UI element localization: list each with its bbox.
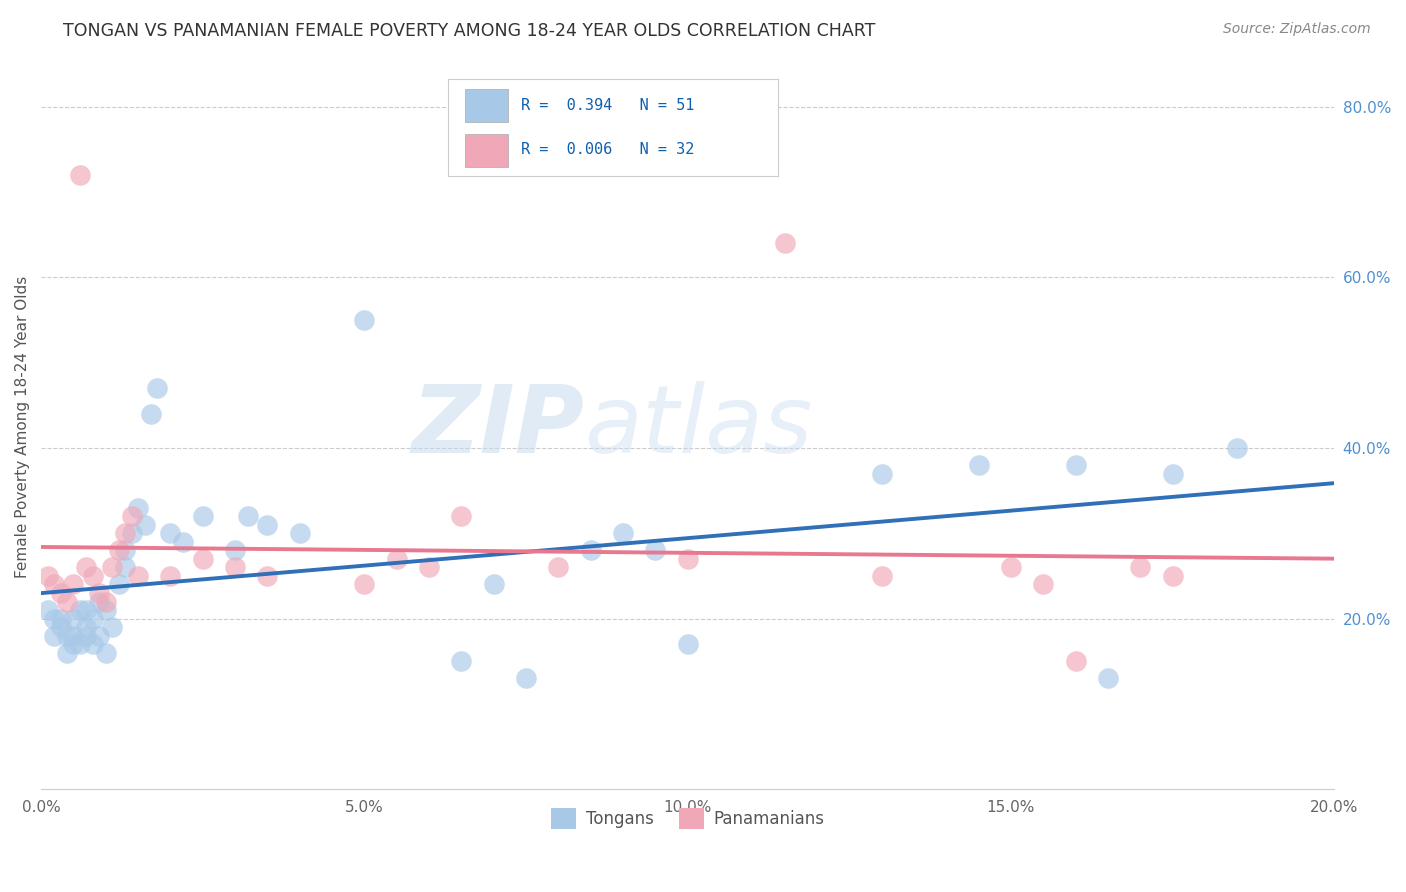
Point [75, 629, 97, 643]
Point [353, 577, 375, 591]
Point [288, 526, 311, 541]
Legend: Tongans, Panamanians: Tongans, Panamanians [544, 802, 831, 835]
Point [94, 594, 117, 608]
Point [82, 569, 104, 583]
Point [450, 654, 472, 668]
Point [56, 646, 79, 660]
Point [49, 586, 72, 600]
Point [107, 543, 129, 558]
Point [82, 637, 104, 651]
Point [42, 577, 65, 591]
Point [121, 526, 143, 541]
Point [42, 611, 65, 625]
Point [62, 637, 84, 651]
Point [1129, 560, 1152, 574]
Point [159, 526, 181, 541]
Point [49, 620, 72, 634]
Point [644, 543, 666, 558]
Point [1000, 560, 1022, 574]
Point [579, 543, 602, 558]
Point [1161, 569, 1184, 583]
Point [159, 569, 181, 583]
Point [870, 467, 893, 481]
Point [75, 560, 97, 574]
Point [967, 458, 990, 472]
Point [89, 594, 111, 608]
Point [37, 603, 59, 617]
Point [82, 611, 104, 625]
Point [191, 509, 214, 524]
Point [101, 560, 124, 574]
Point [1161, 467, 1184, 481]
Point [37, 569, 59, 583]
Text: ZIP: ZIP [412, 381, 585, 473]
Point [1226, 441, 1249, 455]
Point [547, 560, 569, 574]
Point [69, 637, 91, 651]
Point [69, 603, 91, 617]
Point [62, 577, 84, 591]
Point [676, 637, 699, 651]
Point [56, 629, 79, 643]
Point [172, 534, 194, 549]
Point [139, 407, 162, 421]
Point [114, 560, 136, 574]
Text: atlas: atlas [585, 381, 813, 472]
Point [191, 552, 214, 566]
Point [256, 569, 278, 583]
Point [224, 560, 246, 574]
Point [1064, 458, 1087, 472]
Text: TONGAN VS PANAMANIAN FEMALE POVERTY AMONG 18-24 YEAR OLDS CORRELATION CHART: TONGAN VS PANAMANIAN FEMALE POVERTY AMON… [63, 22, 876, 40]
Point [418, 560, 440, 574]
Point [870, 569, 893, 583]
Point [75, 620, 97, 634]
Text: Source: ZipAtlas.com: Source: ZipAtlas.com [1223, 22, 1371, 37]
Point [1032, 577, 1054, 591]
Point [56, 594, 79, 608]
Point [49, 611, 72, 625]
Point [1064, 654, 1087, 668]
Point [127, 500, 149, 515]
Point [1097, 671, 1119, 685]
Point [612, 526, 634, 541]
Point [62, 629, 84, 643]
Point [676, 552, 699, 566]
Point [89, 586, 111, 600]
Point [224, 543, 246, 558]
Point [42, 629, 65, 643]
Point [114, 526, 136, 541]
Point [89, 629, 111, 643]
Point [94, 603, 117, 617]
Point [69, 168, 91, 182]
Point [236, 509, 259, 524]
Point [114, 543, 136, 558]
Point [101, 620, 124, 634]
Point [450, 509, 472, 524]
Point [75, 603, 97, 617]
Point [127, 569, 149, 583]
Y-axis label: Female Poverty Among 18-24 Year Olds: Female Poverty Among 18-24 Year Olds [15, 276, 30, 578]
Point [385, 552, 408, 566]
Point [353, 313, 375, 327]
Point [773, 236, 796, 251]
Point [62, 611, 84, 625]
Point [94, 646, 117, 660]
Point [256, 517, 278, 532]
Point [134, 517, 156, 532]
Point [121, 509, 143, 524]
Point [146, 381, 169, 395]
Point [482, 577, 505, 591]
Point [107, 577, 129, 591]
Point [515, 671, 537, 685]
